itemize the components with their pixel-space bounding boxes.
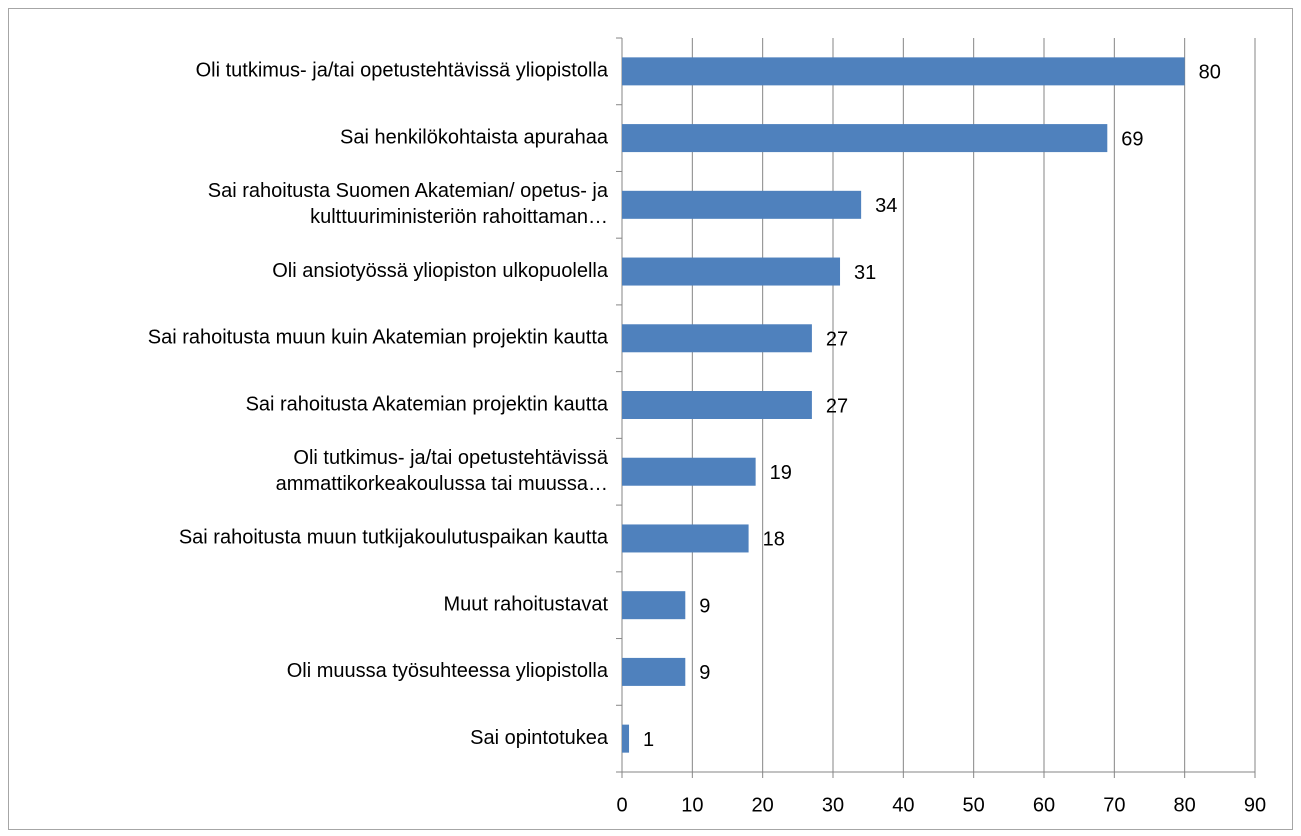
x-tick-label: 50 <box>963 794 985 816</box>
bar <box>622 391 812 419</box>
y-tick-label: Sai rahoitusta Akatemian projektin kautt… <box>246 393 609 415</box>
y-tick-label: Sai rahoitusta Suomen Akatemian/ opetus-… <box>208 180 609 202</box>
y-tick-label: Oli muussa työsuhteessa yliopistolla <box>287 660 609 682</box>
data-label: 18 <box>763 529 785 551</box>
data-label: 19 <box>770 462 792 484</box>
x-tick-label: 90 <box>1244 794 1266 816</box>
bar <box>622 457 756 486</box>
y-tick-label: Sai rahoitusta muun kuin Akatemian proje… <box>148 327 609 349</box>
bar <box>622 57 1185 86</box>
data-label: 1 <box>643 729 654 751</box>
bar <box>622 657 686 686</box>
x-tick-label: 70 <box>1103 794 1125 816</box>
y-tick-label: Sai opintotukea <box>470 727 609 749</box>
data-label: 27 <box>826 395 848 417</box>
data-label: 27 <box>826 329 848 351</box>
bar <box>622 724 630 753</box>
x-tick-label: 10 <box>681 794 703 816</box>
x-tick-label: 30 <box>822 794 844 816</box>
y-tick-label: Oli tutkimus- ja/tai opetustehtävissä <box>293 447 608 469</box>
y-tick-label: kulttuuriministeriön rahoittaman… <box>310 206 608 228</box>
data-label: 31 <box>854 262 876 284</box>
bar <box>622 257 841 286</box>
bar <box>622 124 1108 153</box>
y-tick-label: Oli tutkimus- ja/tai opetustehtävissä yl… <box>196 60 609 82</box>
y-tick-label: Muut rahoitustavat <box>443 593 608 615</box>
x-tick-label: 40 <box>892 794 914 816</box>
bar <box>622 324 812 353</box>
y-tick-label: Oli ansiotyössä yliopiston ulkopuolella <box>272 260 609 282</box>
bar <box>622 591 686 620</box>
data-label: 34 <box>875 195 897 217</box>
y-tick-label: Sai rahoitusta muun tutkijakoulutuspaika… <box>179 527 609 549</box>
data-label: 80 <box>1199 62 1221 84</box>
x-tick-label: 80 <box>1174 794 1196 816</box>
data-label: 9 <box>699 595 710 617</box>
x-tick-label: 20 <box>752 794 774 816</box>
bar <box>622 524 749 553</box>
y-tick-label: ammattikorkeakoulussa tai muussa… <box>276 473 608 495</box>
x-tick-label: 60 <box>1033 794 1055 816</box>
data-label: 9 <box>699 662 710 684</box>
bar <box>622 190 862 219</box>
x-tick-label: 0 <box>616 794 627 816</box>
y-tick-label: Sai henkilökohtaista apurahaa <box>340 126 609 148</box>
data-label: 69 <box>1121 128 1143 150</box>
